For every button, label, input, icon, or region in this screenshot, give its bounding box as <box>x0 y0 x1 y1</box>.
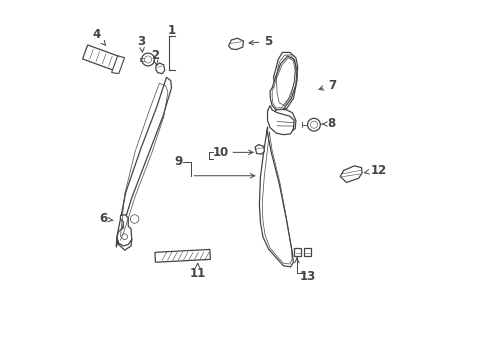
Text: 4: 4 <box>92 28 105 45</box>
Polygon shape <box>155 249 210 262</box>
Polygon shape <box>273 109 295 132</box>
Text: 3: 3 <box>137 35 145 52</box>
Polygon shape <box>267 105 293 135</box>
Circle shape <box>144 56 151 63</box>
Bar <box>293 248 301 256</box>
Polygon shape <box>117 215 132 246</box>
Text: 11: 11 <box>189 263 205 280</box>
Text: 9: 9 <box>174 155 183 168</box>
Text: 2: 2 <box>151 49 159 65</box>
Text: 12: 12 <box>364 163 386 176</box>
Bar <box>304 248 310 256</box>
Text: 10: 10 <box>213 146 229 159</box>
Text: 5: 5 <box>248 35 272 48</box>
Polygon shape <box>255 145 264 154</box>
Polygon shape <box>156 63 164 74</box>
Polygon shape <box>340 166 362 183</box>
Text: 13: 13 <box>300 270 316 283</box>
Polygon shape <box>116 77 171 247</box>
Circle shape <box>130 215 139 223</box>
Polygon shape <box>228 38 243 50</box>
Polygon shape <box>259 127 293 267</box>
Polygon shape <box>82 45 119 71</box>
Polygon shape <box>111 56 124 74</box>
Circle shape <box>307 118 320 131</box>
Polygon shape <box>273 53 297 109</box>
Circle shape <box>142 53 154 66</box>
Text: 8: 8 <box>321 117 335 130</box>
Polygon shape <box>269 56 296 110</box>
Text: 7: 7 <box>318 78 336 91</box>
Text: 6: 6 <box>99 212 113 225</box>
Circle shape <box>122 234 127 239</box>
Text: 1: 1 <box>168 24 176 37</box>
Circle shape <box>310 121 317 128</box>
